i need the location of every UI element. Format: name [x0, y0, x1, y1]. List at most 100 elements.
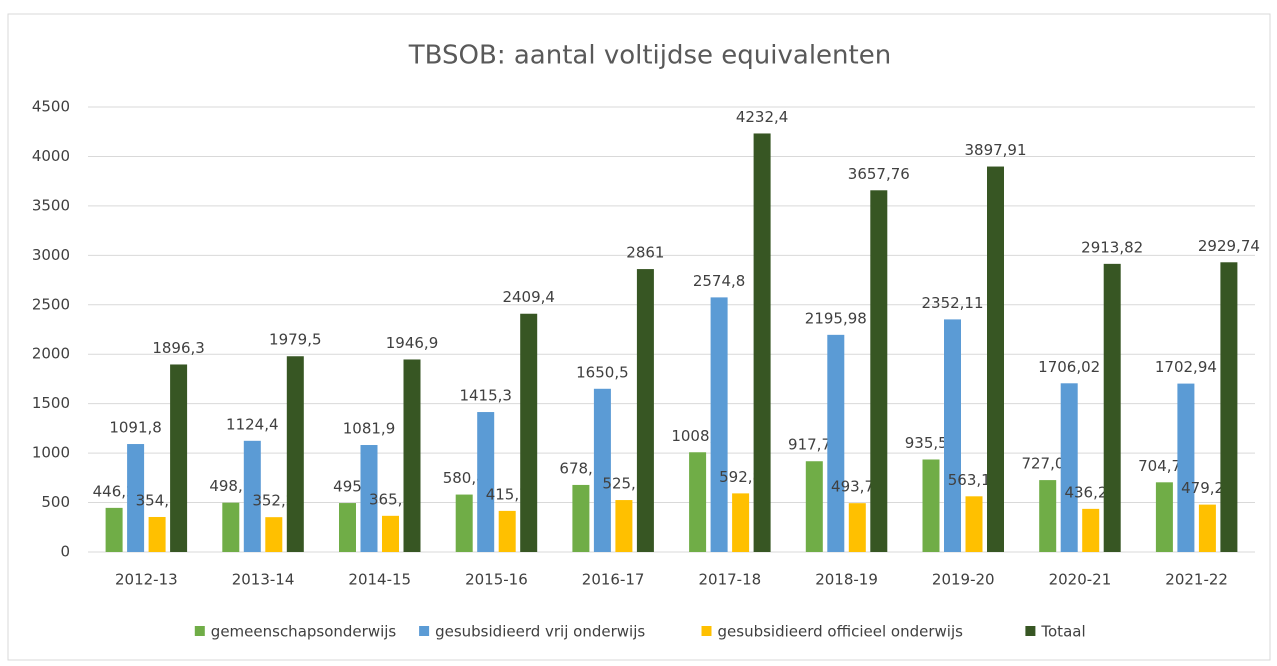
bar [360, 445, 378, 552]
data-label: 1706,02 [1038, 358, 1100, 376]
legend-swatch [1025, 626, 1036, 636]
bar [1220, 262, 1238, 552]
data-label: 415,7 [486, 485, 529, 503]
bar [403, 359, 421, 552]
bar [922, 459, 940, 552]
data-label: 1896,3 [152, 339, 205, 357]
data-label: 354,1 [136, 491, 179, 509]
x-tick-label: 2021-22 [1165, 571, 1228, 589]
x-tick-label: 2016-17 [582, 571, 645, 589]
bar [710, 297, 728, 552]
bar [339, 503, 356, 552]
bar [572, 484, 590, 552]
y-tick-label: 1500 [32, 394, 70, 412]
y-tick-label: 0 [60, 543, 70, 561]
legend-swatch [194, 626, 205, 636]
y-tick-label: 3000 [32, 246, 70, 264]
y-tick-label: 2000 [32, 345, 70, 363]
data-label: 2409,4 [502, 288, 555, 306]
x-tick-label: 2020-21 [1049, 571, 1112, 589]
data-label: 4232,4 [736, 108, 789, 126]
bar [382, 515, 399, 552]
data-label: 1650,5 [576, 363, 629, 381]
data-label: 2574,8 [693, 272, 746, 290]
x-tick-label: 2015-16 [465, 571, 528, 589]
y-tick-label: 500 [41, 493, 70, 511]
data-label: 1946,9 [386, 334, 439, 352]
bar [805, 461, 823, 552]
bar [148, 516, 166, 552]
data-label: 3897,91 [964, 141, 1026, 159]
bar [222, 502, 240, 552]
data-label: 1702,94 [1155, 358, 1217, 376]
bar [1039, 480, 1057, 552]
data-label: 1091,8 [109, 419, 162, 437]
x-tick-label: 2014-15 [348, 571, 411, 589]
x-tick-label: 2013-14 [232, 571, 295, 589]
data-label: 495 [333, 478, 362, 496]
bar [286, 356, 304, 552]
data-label: 580,8 [443, 469, 486, 487]
bar [265, 517, 283, 552]
chart-title: TBSOB: aantal voltijdse equivalenten [408, 41, 891, 71]
bar [1155, 482, 1173, 552]
bar [520, 313, 538, 552]
bar [987, 166, 1004, 552]
bar [615, 500, 633, 552]
data-label: 525,2 [602, 475, 645, 493]
bar [753, 133, 771, 553]
bar [127, 444, 145, 552]
bar [848, 503, 866, 552]
data-label: 3657,76 [848, 165, 910, 183]
bar [1082, 508, 1100, 552]
bar [1198, 504, 1216, 552]
data-label: 1124,4 [226, 415, 279, 433]
y-tick-label: 4500 [32, 98, 70, 116]
bar [827, 334, 845, 552]
data-label: 2861 [626, 244, 664, 262]
legend-label: Totaal [1040, 623, 1085, 641]
data-label: 1415,3 [459, 387, 512, 405]
bar [1060, 383, 1078, 552]
data-label: 1979,5 [269, 331, 322, 349]
bar [477, 412, 495, 552]
legend-label: gesubsidieerd officieel onderwijs [718, 623, 964, 641]
bar [965, 496, 983, 552]
bar [689, 452, 707, 552]
bar [1103, 263, 1121, 552]
data-label: 2929,74 [1198, 237, 1260, 255]
data-label: 2352,11 [921, 294, 983, 312]
bar [593, 388, 611, 552]
data-label: 678,2 [559, 459, 602, 477]
x-tick-label: 2019-20 [932, 571, 995, 589]
x-tick-label: 2017-18 [699, 571, 762, 589]
x-tick-label: 2012-13 [115, 571, 178, 589]
bar [455, 494, 473, 552]
data-label: 2913,82 [1081, 238, 1143, 256]
data-label: 498,7 [209, 477, 252, 495]
data-label: 365,8 [369, 490, 412, 508]
bar [870, 190, 888, 552]
legend-label: gesubsidieerd vrij onderwijs [435, 623, 645, 641]
bar [1177, 383, 1195, 552]
legend-label: gemeenschapsonderwijs [211, 623, 397, 641]
data-label: 1081,9 [343, 420, 396, 438]
data-label: 2195,98 [805, 309, 867, 327]
bar [732, 493, 750, 552]
bar [498, 510, 516, 552]
y-tick-label: 4000 [32, 147, 70, 165]
y-tick-label: 1000 [32, 444, 70, 462]
data-label: 592,8 [719, 468, 762, 486]
bar [636, 269, 654, 552]
bar [243, 440, 261, 552]
y-tick-label: 2500 [32, 295, 70, 313]
x-tick-label: 2018-19 [815, 571, 878, 589]
data-label: 446,2 [93, 482, 136, 500]
legend-swatch [701, 626, 712, 636]
data-label: 352,2 [252, 492, 295, 510]
bar [170, 364, 188, 552]
legend-swatch [419, 626, 430, 636]
y-tick-label: 3500 [32, 196, 70, 214]
